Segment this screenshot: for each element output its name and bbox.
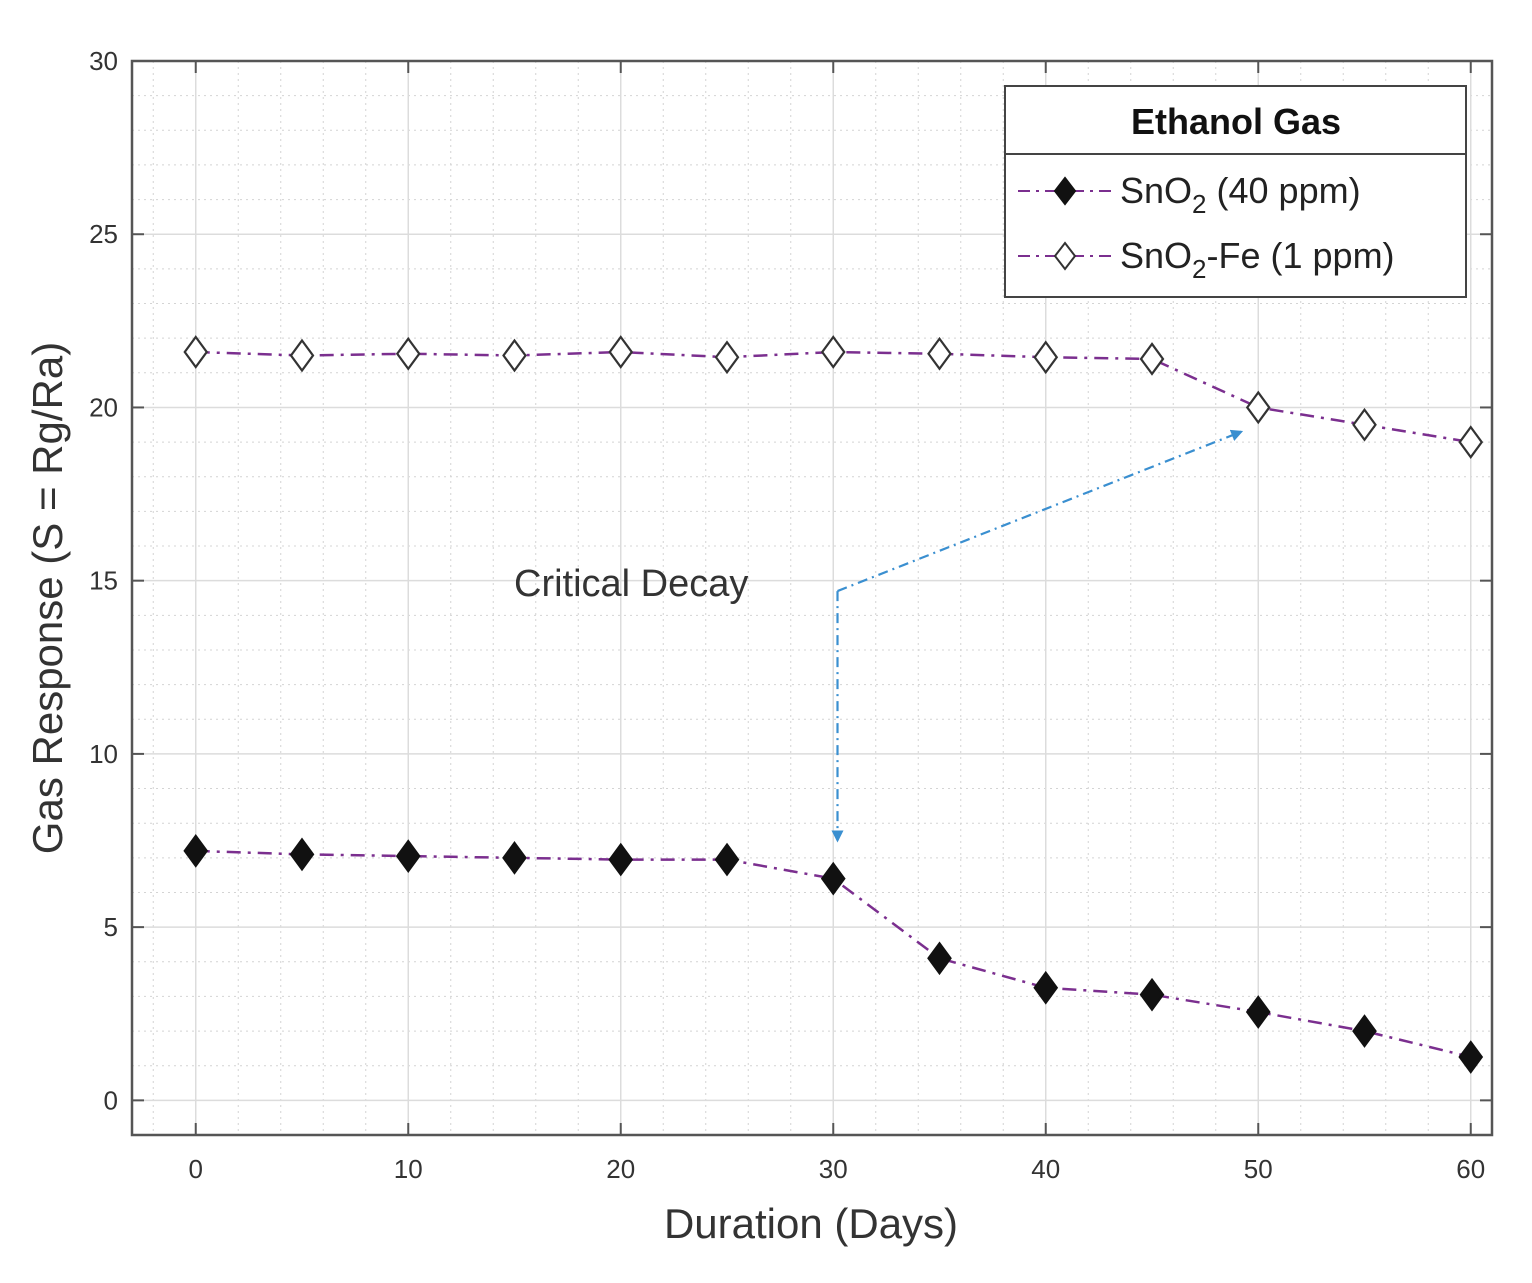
data-point-series-0 bbox=[502, 840, 527, 875]
legend-label-sno2: SnO2 (40 ppm) bbox=[1120, 170, 1361, 219]
x-tick-label: 10 bbox=[394, 1154, 423, 1184]
data-point-series-1 bbox=[289, 338, 315, 373]
y-tick-label: 15 bbox=[89, 566, 118, 596]
data-point-series-0 bbox=[714, 842, 740, 877]
x-tick-label: 20 bbox=[606, 1154, 635, 1184]
legend-label-sno2-fe-sub: 2 bbox=[1192, 254, 1206, 284]
data-point-series-1 bbox=[183, 335, 209, 369]
grid bbox=[132, 60, 1492, 1136]
data-point-series-0 bbox=[927, 941, 952, 976]
y-axis-label: Gas Response (S = Rg/Ra) bbox=[24, 342, 71, 854]
data-point-series-0 bbox=[820, 861, 846, 896]
x-axis-label: Duration (Days) bbox=[664, 1200, 958, 1247]
y-tick-label: 10 bbox=[89, 739, 118, 769]
data-point-series-1 bbox=[1139, 342, 1165, 376]
legend-label-sno2-base: SnO bbox=[1120, 170, 1192, 211]
annotation-arrow-1 bbox=[837, 429, 1244, 593]
data-point-series-1 bbox=[395, 336, 421, 371]
plot-frame bbox=[130, 59, 1494, 1137]
x-tick-label: 30 bbox=[819, 1154, 848, 1184]
legend-label-sno2-fe-rest: -Fe (1 ppm) bbox=[1207, 235, 1395, 276]
axis-ticks: 0 10 20 30 40 50 60 0 5 10 15 20 25 30 bbox=[89, 46, 1492, 1184]
y-tick-label: 20 bbox=[89, 392, 118, 422]
legend-marker-sno2-fe bbox=[1053, 241, 1077, 271]
legend-marker-sno2 bbox=[1053, 176, 1077, 206]
data-point-series-1 bbox=[820, 335, 846, 369]
x-tick-label: 40 bbox=[1031, 1154, 1060, 1184]
y-tick-label: 5 bbox=[104, 912, 118, 942]
data-point-series-1 bbox=[502, 338, 527, 373]
legend-label-sno2-fe-base: SnO bbox=[1120, 235, 1192, 276]
data-point-series-1 bbox=[608, 335, 634, 369]
annotation-text: Critical Decay bbox=[514, 563, 748, 605]
annotation-layer: Critical Decay bbox=[514, 429, 1244, 843]
y-tick-label: 0 bbox=[104, 1085, 118, 1115]
data-point-series-1 bbox=[1033, 340, 1059, 375]
legend-title: Ethanol Gas bbox=[1131, 101, 1341, 142]
data-point-series-0 bbox=[1245, 995, 1271, 1029]
legend-label-sno2-fe: SnO2-Fe (1 ppm) bbox=[1120, 235, 1395, 284]
legend: Ethanol Gas SnO2 (40 ppm) SnO2-Fe (1 ppm… bbox=[1004, 85, 1467, 298]
y-tick-label: 30 bbox=[89, 46, 118, 76]
data-point-series-1 bbox=[1352, 407, 1377, 442]
data-point-series-0 bbox=[289, 837, 315, 872]
data-point-series-0 bbox=[1139, 977, 1165, 1012]
y-tick-label: 25 bbox=[89, 219, 118, 249]
data-point-series-0 bbox=[183, 834, 209, 868]
data-point-series-0 bbox=[608, 842, 634, 877]
data-point-series-1 bbox=[927, 336, 952, 371]
x-tick-label: 0 bbox=[189, 1154, 203, 1184]
data-point-series-0 bbox=[1033, 970, 1059, 1005]
data-point-series-0 bbox=[1352, 1014, 1377, 1048]
data-point-series-1 bbox=[714, 340, 740, 375]
legend-label-sno2-rest: (40 ppm) bbox=[1207, 170, 1361, 211]
data-point-series-0 bbox=[395, 839, 421, 873]
x-tick-label: 50 bbox=[1244, 1154, 1273, 1184]
data-point-series-1 bbox=[1245, 390, 1271, 425]
series-layer bbox=[183, 335, 1484, 1074]
data-point-series-1 bbox=[1458, 425, 1484, 459]
data-point-series-0 bbox=[1458, 1040, 1484, 1074]
legend-label-sno2-sub: 2 bbox=[1192, 189, 1206, 219]
x-tick-label: 60 bbox=[1456, 1154, 1485, 1184]
